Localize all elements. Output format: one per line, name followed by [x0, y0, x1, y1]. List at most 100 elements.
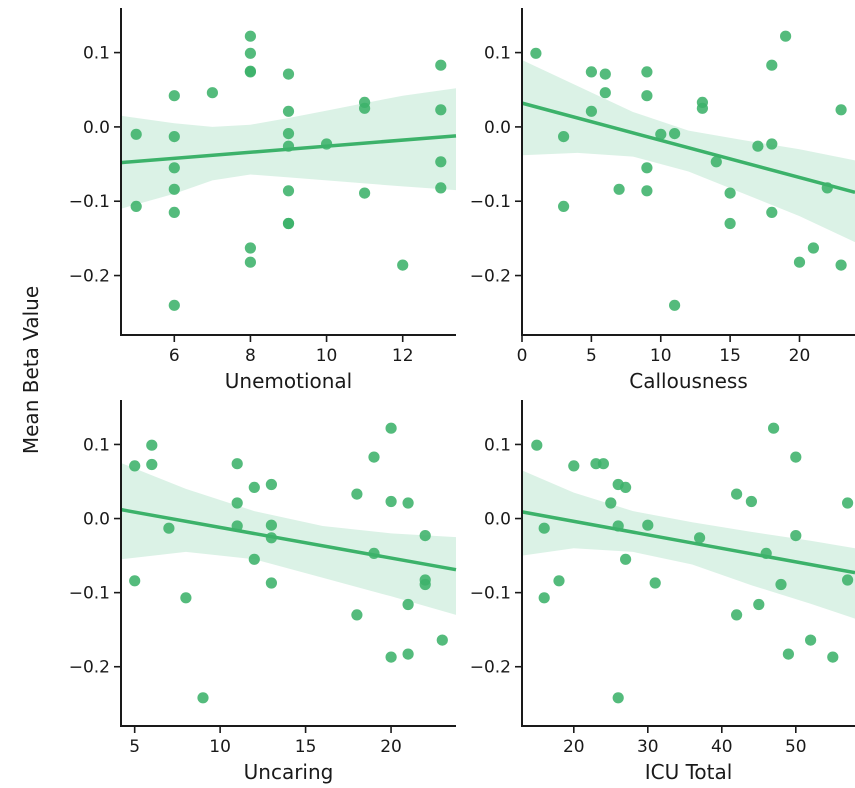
x-axis-label: Unemotional — [225, 369, 352, 393]
data-point — [402, 648, 414, 660]
data-point — [807, 242, 820, 254]
x-axis-label: Uncaring — [244, 760, 334, 784]
y-tick-label: 0.1 — [484, 435, 511, 455]
data-point — [385, 495, 397, 508]
panel-callousness: −0.2 −0.1 0.0 0.1 0 5 10 15 20 Callousness — [470, 8, 855, 393]
data-point — [244, 47, 256, 59]
data-point — [768, 422, 780, 434]
x-axis-label: Callousness — [629, 369, 748, 393]
data-point — [402, 497, 414, 509]
regression-line — [521, 510, 855, 575]
data-point — [612, 692, 624, 704]
x-tick-label: 5 — [586, 346, 597, 366]
y-tick-label: 0.0 — [83, 510, 110, 530]
data-point — [694, 532, 706, 544]
data-point — [669, 299, 681, 311]
regression-line — [521, 101, 855, 194]
data-point — [231, 458, 243, 470]
data-point — [669, 128, 681, 140]
data-point — [168, 90, 180, 102]
data-point — [605, 497, 617, 509]
data-point — [130, 200, 142, 212]
y-tick-label: 0.0 — [484, 118, 511, 138]
data-point — [436, 634, 448, 646]
data-point — [753, 598, 765, 611]
data-point — [282, 185, 295, 197]
y-tick-label: −0.2 — [470, 267, 511, 287]
data-point — [641, 66, 653, 78]
y-tick-label: 0.1 — [83, 435, 110, 455]
data-point — [419, 578, 431, 591]
data-point — [597, 458, 610, 470]
data-point — [553, 575, 565, 587]
data-point — [649, 577, 661, 589]
y-tick-label: 0.0 — [83, 118, 110, 138]
confidence-band — [522, 470, 855, 619]
data-point — [265, 519, 277, 531]
data-point — [760, 547, 772, 560]
panel-uncaring: −0.2 −0.1 0.0 0.1 5 10 15 20 Uncaring — [69, 400, 457, 784]
data-point — [821, 182, 833, 194]
data-point — [641, 162, 653, 174]
y-tick-label: −0.1 — [69, 584, 110, 604]
data-point — [130, 128, 142, 140]
data-point — [168, 162, 180, 174]
panel-unemotional: −0.2 −0.1 0.0 0.1 6 8 10 12 Unemotional — [69, 8, 457, 393]
x-tick-label: 6 — [169, 346, 180, 366]
data-point — [766, 138, 778, 150]
data-point — [731, 609, 743, 621]
data-point — [766, 59, 778, 71]
x-tick-label: 30 — [637, 737, 659, 757]
data-point — [805, 634, 817, 646]
data-point — [558, 131, 570, 143]
data-point — [724, 187, 736, 199]
data-point — [790, 530, 802, 542]
x-tick-label: 10 — [650, 346, 672, 366]
data-point — [827, 651, 839, 663]
data-point — [282, 217, 295, 230]
x-tick-label: 20 — [789, 346, 811, 366]
data-point — [282, 68, 295, 80]
y-tick-label: 0.0 — [484, 510, 511, 530]
data-point — [793, 256, 806, 268]
data-point — [530, 47, 542, 59]
x-tick-label: 20 — [380, 737, 402, 757]
data-point — [168, 206, 180, 218]
y-tick-label: −0.2 — [69, 267, 110, 287]
data-point — [585, 105, 598, 117]
data-point — [351, 488, 363, 500]
data-point — [435, 59, 447, 71]
data-point — [419, 530, 431, 542]
y-tick-label: 0.1 — [83, 44, 110, 64]
x-tick-label: 15 — [719, 346, 741, 366]
data-point — [168, 131, 180, 143]
data-point — [620, 553, 632, 565]
x-tick-label: 50 — [785, 737, 807, 757]
data-point — [558, 200, 570, 212]
data-point — [782, 648, 795, 660]
data-point — [745, 495, 758, 508]
y-tick-label: 0.1 — [484, 44, 511, 64]
regression-line — [120, 507, 457, 572]
confidence-band — [522, 60, 855, 243]
data-point — [244, 256, 256, 268]
data-point — [531, 439, 543, 451]
data-point — [599, 87, 611, 99]
data-point — [359, 102, 371, 114]
data-point — [397, 259, 409, 271]
y-tick-label: −0.1 — [69, 192, 110, 212]
data-point — [231, 497, 243, 509]
data-point — [842, 497, 854, 509]
data-point — [585, 66, 598, 78]
data-point — [244, 242, 256, 254]
data-point — [538, 592, 550, 604]
data-point — [710, 156, 722, 168]
data-point — [612, 520, 624, 532]
x-tick-label: 12 — [392, 346, 414, 366]
data-point — [835, 104, 847, 116]
data-point — [780, 30, 792, 42]
data-point — [248, 553, 260, 565]
data-point — [790, 451, 802, 463]
shared-y-axis-label: Mean Beta Value — [19, 286, 43, 454]
data-point — [835, 259, 847, 271]
